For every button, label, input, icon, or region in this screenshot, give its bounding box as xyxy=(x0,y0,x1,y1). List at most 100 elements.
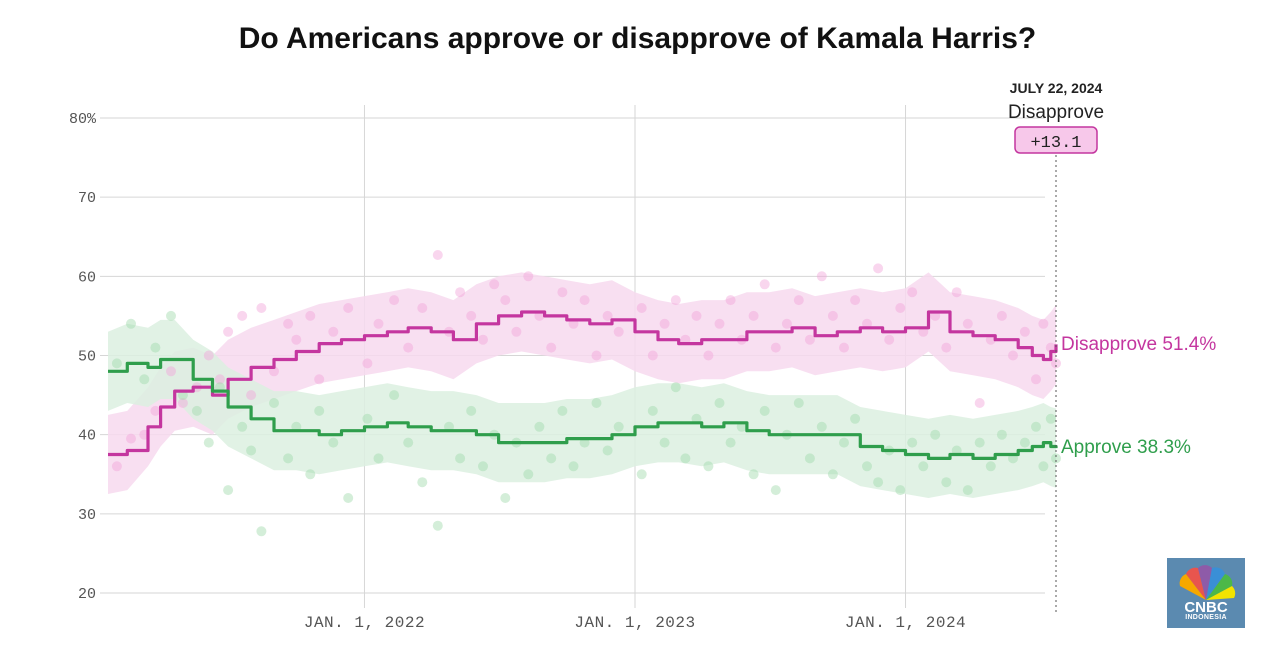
approve-poll-point xyxy=(305,469,316,480)
disapprove-poll-point xyxy=(557,287,568,298)
approve-poll-point xyxy=(362,413,373,424)
disapprove-poll-point xyxy=(884,334,895,345)
disapprove-poll-point xyxy=(613,326,624,337)
approve-poll-point xyxy=(373,453,384,464)
approve-poll-point xyxy=(455,453,466,464)
approve-poll-point xyxy=(714,398,725,408)
approve-poll-point xyxy=(996,429,1007,440)
approve-poll-point xyxy=(191,405,202,416)
approve-poll-point xyxy=(546,453,557,464)
approve-poll-point xyxy=(636,469,647,480)
disapprove-poll-point xyxy=(343,303,354,313)
approve-end-label: Approve 38.3% xyxy=(1061,437,1191,458)
approve-poll-point xyxy=(166,310,176,321)
disapprove-poll-point xyxy=(256,303,267,313)
disapprove-poll-point xyxy=(873,263,884,274)
approve-poll-point xyxy=(918,461,929,472)
disapprove-poll-point xyxy=(850,295,861,306)
disapprove-poll-point xyxy=(647,350,658,361)
y-tick-label: 20 xyxy=(78,586,96,603)
approve-poll-point xyxy=(1045,413,1056,424)
x-axis: JAN. 1, 2022 JAN. 1, 2023 JAN. 1, 2024 xyxy=(304,614,966,632)
disapprove-poll-point xyxy=(203,350,214,361)
disapprove-poll-point xyxy=(166,366,176,377)
logo-text: CNBC xyxy=(1184,599,1228,616)
approve-poll-point xyxy=(985,461,996,472)
approve-band xyxy=(108,319,1056,498)
disapprove-poll-point xyxy=(417,303,428,313)
approve-poll-point xyxy=(930,429,941,440)
disapprove-poll-point xyxy=(816,271,827,282)
disapprove-poll-point xyxy=(670,295,681,306)
approve-poll-point xyxy=(850,413,861,424)
y-tick-label: 40 xyxy=(78,428,96,445)
disapprove-poll-point xyxy=(466,310,477,321)
approve-poll-point xyxy=(613,421,624,432)
x-tick-label: JAN. 1, 2024 xyxy=(845,614,966,632)
disapprove-poll-point xyxy=(804,334,815,345)
chart-title: Do Americans approve or disapprove of Ka… xyxy=(238,22,1037,55)
cnbc-logo: CNBC INDONESIA xyxy=(1167,558,1245,628)
approve-poll-point xyxy=(680,453,691,464)
disapprove-poll-point xyxy=(962,318,973,329)
disapprove-poll-point xyxy=(246,390,257,401)
disapprove-poll-point xyxy=(305,310,316,321)
disapprove-poll-point xyxy=(748,310,759,321)
approve-poll-point xyxy=(770,485,781,496)
approve-poll-point xyxy=(139,374,150,385)
disapprove-poll-point xyxy=(511,326,522,337)
approve-poll-point xyxy=(591,398,602,408)
disapprove-poll-point xyxy=(636,303,647,313)
disapprove-poll-point xyxy=(1031,374,1041,385)
disapprove-poll-point xyxy=(974,398,985,408)
approve-poll-point xyxy=(941,477,952,488)
disapprove-poll-point xyxy=(389,295,400,306)
approve-poll-point xyxy=(557,405,568,416)
approve-poll-point xyxy=(659,437,670,448)
approve-poll-point xyxy=(804,453,815,464)
approve-poll-point xyxy=(223,485,234,496)
disapprove-poll-point xyxy=(283,318,294,329)
net-badge xyxy=(1014,126,1098,154)
x-tick-label: JAN. 1, 2022 xyxy=(304,614,425,632)
confidence-bands xyxy=(108,272,1056,498)
disapprove-poll-point xyxy=(362,358,373,369)
disapprove-poll-point xyxy=(489,279,500,290)
approve-poll-point xyxy=(793,398,804,408)
approve-poll-point xyxy=(314,405,325,416)
disapprove-poll-point xyxy=(996,310,1007,321)
approve-poll-point xyxy=(647,405,658,416)
disapprove-poll-point xyxy=(237,310,248,321)
disapprove-poll-point xyxy=(714,318,725,329)
disapprove-poll-point xyxy=(523,271,534,282)
approve-line xyxy=(108,357,1058,460)
disapprove-poll-point xyxy=(432,250,443,260)
approve-poll-point xyxy=(907,437,918,448)
y-tick-label: 60 xyxy=(78,269,96,286)
approve-poll-point xyxy=(670,382,681,393)
y-tick-label: 50 xyxy=(78,349,96,366)
disapprove-poll-point xyxy=(373,318,384,329)
y-tick-label: 80% xyxy=(69,111,97,128)
approve-poll-point xyxy=(478,461,488,472)
disapprove-poll-point xyxy=(291,334,302,345)
y-tick-label: 70 xyxy=(78,190,96,207)
approve-poll-point xyxy=(283,453,294,464)
approve-poll-point xyxy=(873,477,884,488)
disapprove-poll-point xyxy=(126,433,136,444)
disapprove-poll-point xyxy=(591,350,602,361)
disapprove-poll-point xyxy=(907,287,918,298)
disapprove-poll-point xyxy=(111,461,122,472)
approve-poll-point xyxy=(126,318,136,329)
disapprove-poll-point xyxy=(1008,350,1018,361)
y-axis: 80% 70 60 50 40 30 20 xyxy=(69,111,97,603)
disapprove-poll-point xyxy=(579,295,590,306)
logo-subtext: INDONESIA xyxy=(1185,614,1227,621)
approve-poll-point xyxy=(895,485,906,496)
approve-poll-point xyxy=(403,437,414,448)
net-value: +13.1 xyxy=(1030,134,1081,153)
disapprove-poll-point xyxy=(214,374,225,385)
approve-poll-point xyxy=(1038,461,1049,472)
disapprove-poll-point xyxy=(659,318,670,329)
